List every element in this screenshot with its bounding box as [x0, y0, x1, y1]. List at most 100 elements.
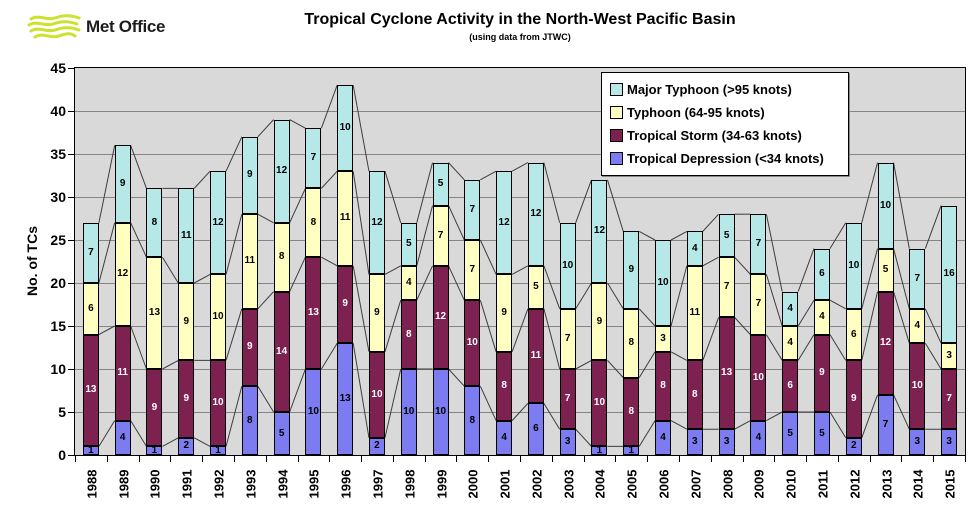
series-connector-line — [321, 170, 338, 189]
bar-segment: 7 — [559, 369, 576, 430]
bar-segment-label: 5 — [533, 281, 539, 293]
series-connector-line — [765, 274, 783, 327]
gridline — [75, 369, 965, 370]
bar-segment: 7 — [82, 222, 99, 283]
bar-segment-label: 3 — [692, 436, 698, 448]
x-tick-label: 1993 — [243, 469, 259, 499]
bar-segment-label: 4 — [755, 431, 762, 443]
bar-segment: 8 — [655, 351, 672, 421]
gridline — [75, 111, 965, 112]
bar-segment: 1 — [210, 445, 227, 455]
x-tick-mark — [933, 456, 935, 462]
bar-segment: 8 — [146, 188, 163, 258]
series-connector-line — [194, 437, 211, 447]
series-connector-line — [861, 248, 879, 309]
series-connector-line — [638, 308, 656, 327]
series-connector-line — [352, 85, 370, 172]
series-connector-line — [416, 265, 433, 301]
bar-segment-label: 13 — [721, 367, 733, 379]
chart-subtitle: (using data from JTWC) — [469, 32, 571, 42]
series-connector-line — [639, 230, 656, 241]
bar-segment-label: 7 — [755, 238, 762, 250]
legend-label: Major Typhoon (>95 knots) — [627, 82, 792, 97]
bar-segment-label: 4 — [819, 311, 825, 323]
series-connector-line — [607, 282, 624, 310]
x-tick-label: 2006 — [656, 469, 672, 499]
x-tick-mark — [583, 456, 585, 462]
bar-segment: 10 — [305, 369, 322, 455]
bar-segment-label: 9 — [850, 393, 857, 405]
bar-segment: 9 — [591, 283, 608, 361]
bar-segment-label: 7 — [914, 272, 921, 284]
bar-segment: 9 — [178, 360, 195, 438]
bar-segment: 9 — [337, 265, 354, 344]
series-connector-line — [829, 222, 847, 249]
bar-segment: 3 — [559, 429, 576, 455]
legend-item: Tropical Storm (34-63 knots) — [610, 124, 840, 147]
bar-segment-label: 9 — [247, 341, 253, 353]
bar-segment-label: 7 — [437, 229, 444, 241]
series-connector-line — [543, 403, 561, 430]
y-tick-mark — [68, 455, 74, 456]
series-connector-line — [893, 162, 910, 249]
bar-segment-label: 6 — [533, 423, 539, 435]
bar-segment: 5 — [813, 412, 830, 455]
bar-segment-label: 12 — [212, 216, 224, 228]
series-connector-line — [321, 256, 338, 267]
bar-segment: 8 — [464, 386, 481, 455]
series-connector-line — [352, 343, 370, 438]
series-connector-line — [734, 420, 751, 430]
x-tick-mark — [647, 456, 649, 462]
series-connector-line — [448, 162, 465, 181]
bar-segment: 9 — [241, 308, 258, 387]
x-tick-label: 1990 — [147, 469, 163, 499]
bar-segment-label: 3 — [723, 436, 730, 448]
bar-segment: 4 — [496, 420, 513, 455]
series-connector-line — [829, 411, 847, 439]
bar-segment: 2 — [178, 437, 195, 455]
bar-segment-label: 10 — [371, 388, 383, 400]
series-connector-line — [797, 334, 815, 361]
bar-segment-label: 7 — [310, 152, 317, 164]
bar-segment-label: 9 — [342, 298, 348, 310]
x-tick-mark — [138, 456, 140, 462]
x-tick-label: 2012 — [847, 469, 863, 499]
x-tick-label: 2007 — [688, 469, 704, 499]
x-tick-label: 1991 — [179, 469, 195, 499]
x-tick-mark — [265, 456, 267, 462]
series-connector-line — [257, 119, 274, 138]
bar-segment: 9 — [813, 334, 830, 412]
bar-segment-label: 10 — [307, 406, 319, 417]
bar-segment-label: 7 — [88, 246, 94, 258]
x-tick-label: 1992 — [211, 469, 227, 499]
bar-segment: 10 — [400, 369, 417, 455]
legend-item: Tropical Depression (<34 knots) — [610, 147, 840, 170]
x-tick-label: 2002 — [529, 469, 545, 499]
bar-segment: 12 — [877, 291, 894, 395]
bar-segment-label: 10 — [434, 406, 447, 417]
bar-segment: 13 — [82, 334, 99, 447]
bar-segment-label: 9 — [183, 315, 190, 327]
series-connector-line — [575, 428, 592, 447]
x-tick-label: 2011 — [815, 469, 831, 499]
bar-segment-label: 4 — [405, 276, 412, 288]
legend-swatch — [610, 152, 623, 165]
series-connector-line — [98, 222, 116, 284]
bar-segment: 5 — [782, 412, 799, 455]
x-tick-mark — [424, 456, 426, 462]
bar-segment: 9 — [146, 369, 163, 447]
bar-segment-label: 5 — [405, 238, 412, 250]
bar-segment-label: 7 — [469, 264, 476, 276]
bar-segment: 3 — [718, 429, 735, 455]
series-connector-line — [289, 368, 306, 413]
bar-segment: 7 — [750, 214, 767, 275]
bar-segment: 13 — [305, 257, 322, 369]
y-tick-mark — [68, 326, 74, 327]
series-connector-line — [924, 342, 942, 370]
series-connector-line — [193, 170, 211, 189]
bar-segment: 5 — [527, 265, 544, 309]
series-connector-line — [448, 205, 465, 241]
bar-segment-label: 9 — [151, 401, 158, 413]
bar-segment: 13 — [146, 257, 163, 369]
bar-segment-label: 4 — [787, 302, 793, 314]
